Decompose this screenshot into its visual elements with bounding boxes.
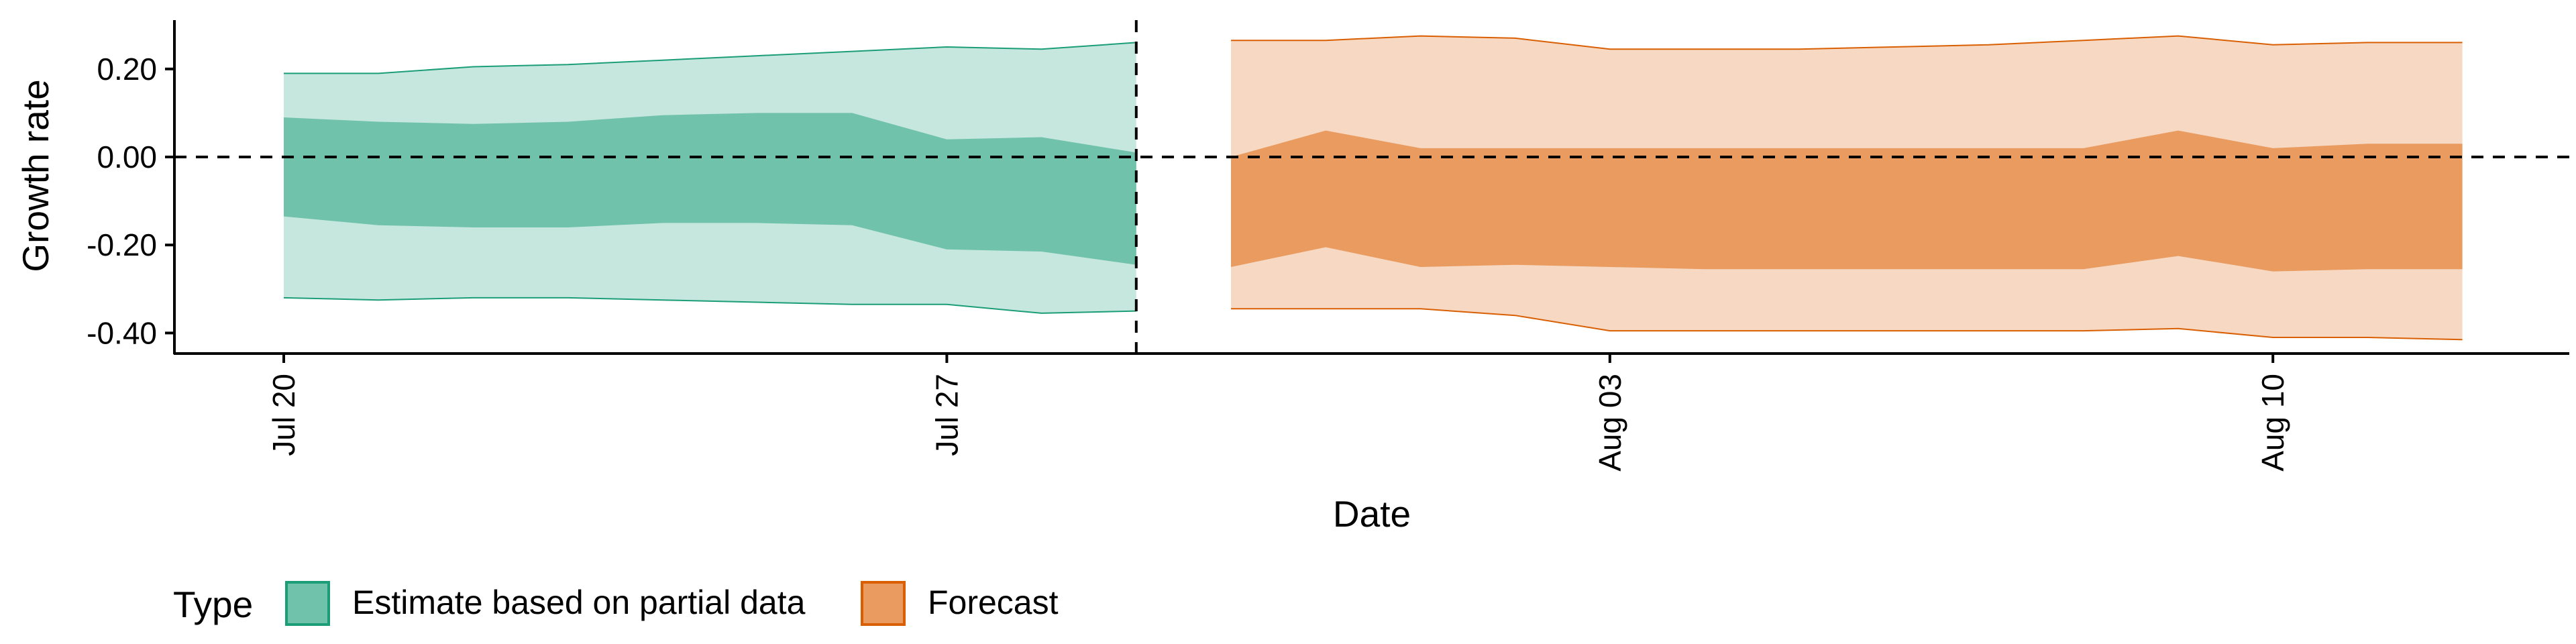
x-tick-label: Aug 10 [2255,374,2290,472]
ribbon-layer [284,36,2463,340]
x-tick-label: Jul 20 [266,374,301,456]
legend-label-forecast: Forecast [928,584,1059,621]
legend: Type Estimate based on partial data Fore… [173,581,1059,626]
x-axis-ticks: Jul 20 Jul 27 Aug 03 Aug 10 [266,354,2290,472]
estimate-inner-band [284,113,1136,265]
estimate-lower-edge [283,297,1136,314]
legend-swatch-estimate [285,581,330,626]
y-tick-label: -0.40 [87,315,157,350]
legend-swatch-forecast [861,581,906,626]
y-axis-ticks: 0.20 0.00 -0.20 -0.40 [87,52,174,350]
ribbon-edge-lines [283,35,2463,341]
forecast-upper-edge [1231,35,2463,50]
legend-label-estimate: Estimate based on partial data [352,584,806,621]
x-tick-label: Aug 03 [1593,374,1627,472]
axes [173,20,2569,355]
forecast-inner-band [1231,130,2463,272]
legend-title: Type [173,584,253,625]
y-axis-title: Growth rate [15,79,56,272]
x-axis-title: Date [1333,493,1411,535]
forecast-lower-edge [1231,308,2463,341]
y-tick-label: 0.20 [97,52,157,87]
estimate-upper-edge [284,42,1136,74]
y-tick-label: -0.20 [87,227,157,262]
y-tick-label: 0.00 [97,140,157,174]
x-tick-label: Jul 27 [929,374,964,456]
